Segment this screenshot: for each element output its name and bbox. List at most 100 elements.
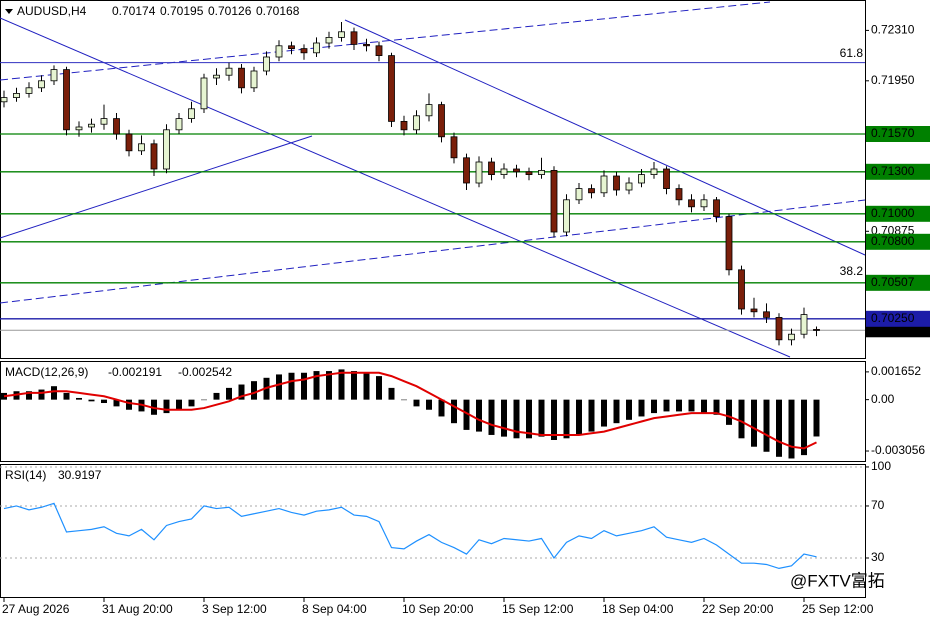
macd-bar: [613, 399, 620, 424]
macd-bar: [701, 399, 707, 414]
candle-body: [213, 74, 220, 79]
indicator-value: -0.002191: [108, 365, 162, 379]
candle-body: [75, 126, 83, 131]
level-box: [866, 163, 930, 180]
level-box: [866, 233, 930, 250]
macd-bar: [563, 399, 570, 439]
fib-label: 61.8: [840, 46, 864, 60]
macd-bar: [176, 399, 182, 410]
candle-body: [550, 169, 558, 233]
signal-line: [3, 371, 817, 450]
header-value: 0.70174: [112, 4, 156, 18]
macd-bar: [251, 381, 257, 400]
level-box: [866, 126, 930, 142]
trend-line: [344, 19, 866, 256]
level-label: 0.71000: [871, 206, 915, 220]
macd-bar: [163, 399, 170, 414]
macd-bar: [438, 399, 445, 417]
trend-line: [0, 135, 313, 239]
indicator-title: MACD(12,26,9): [5, 365, 88, 379]
candle-body: [600, 175, 608, 194]
candle-body: [663, 168, 670, 190]
x-tick-label: 15 Sep 12:00: [502, 602, 574, 616]
candle-body: [688, 199, 695, 208]
macd-bar: [126, 399, 132, 410]
candle-body: [375, 45, 383, 56]
x-tick-label: 25 Sep 12:00: [802, 602, 874, 616]
macd-bar: [401, 399, 407, 401]
x-tick-label: 8 Sep 04:00: [302, 602, 367, 616]
header-value: 0.70168: [256, 4, 300, 18]
candle-body: [513, 168, 520, 173]
candle-body: [163, 129, 170, 170]
y-tick-label: 0.72310: [871, 23, 915, 37]
macd-bar: [413, 399, 420, 407]
candle-body: [225, 67, 233, 76]
macd-bar: [663, 399, 670, 412]
macd-bar: [763, 399, 770, 452]
candle-body: [713, 199, 720, 218]
candle-body: [138, 143, 145, 152]
macd-bar: [63, 392, 70, 400]
y-tick-label: 0.00: [871, 392, 895, 406]
candle-body: [238, 67, 245, 89]
macd-bar: [313, 371, 320, 400]
macd-bar: [213, 392, 220, 400]
candle-body: [450, 136, 458, 159]
macd-bar: [801, 399, 807, 456]
trend-line: [0, 17, 791, 358]
level-box: [866, 310, 930, 327]
level-label: 0.71570: [871, 126, 915, 140]
candle-body: [288, 45, 295, 49]
candle-body: [100, 118, 108, 125]
indicator-value: 30.9197: [58, 468, 102, 482]
macd-bar: [113, 399, 120, 407]
y-tick-label: 70: [871, 498, 885, 512]
macd-bar: [638, 399, 645, 417]
macd-bar: [601, 399, 607, 427]
candle-body: [725, 216, 733, 271]
macd-bar: [726, 399, 732, 425]
macd-bar: [476, 399, 482, 432]
candle-body: [400, 121, 408, 131]
candle-body: [750, 308, 758, 313]
fib-label: 38.2: [840, 264, 864, 278]
macd-bar: [351, 371, 357, 400]
macd-bar: [338, 369, 345, 400]
candle-body: [700, 199, 708, 208]
macd-bar: [513, 399, 520, 439]
macd-bar: [451, 399, 457, 424]
macd-bar: [576, 399, 582, 435]
candle-body: [463, 157, 470, 184]
chart-title: AUDUSD,H4: [17, 4, 87, 18]
macd-bar: [276, 374, 282, 400]
candle-body: [488, 161, 495, 176]
macd-bar: [626, 399, 632, 420]
candle-body: [588, 188, 595, 194]
macd-bar: [301, 372, 307, 400]
header-value: 0.70195: [160, 4, 204, 18]
candle-body: [275, 45, 283, 58]
candle-body: [613, 175, 620, 191]
candle-body: [763, 311, 770, 318]
macd-bar: [201, 399, 207, 401]
macd-bar: [188, 399, 195, 407]
candle-body: [525, 171, 533, 176]
macd-bar: [426, 399, 432, 410]
candle-body: [263, 56, 270, 72]
macd-bar: [376, 376, 382, 400]
candle-body: [388, 55, 395, 122]
trend-line: [0, 1, 771, 81]
level-box: [866, 205, 930, 222]
candle-body: [0, 97, 8, 103]
macd-bar: [488, 399, 495, 435]
y-tick-label: 30: [871, 550, 885, 564]
rsi-panel-frame: [0, 464, 866, 598]
candle-body: [738, 269, 745, 310]
candle-body: [788, 333, 795, 341]
candle-body: [500, 168, 508, 175]
menu-arrow: [5, 9, 13, 14]
macd-bar: [538, 399, 545, 437]
